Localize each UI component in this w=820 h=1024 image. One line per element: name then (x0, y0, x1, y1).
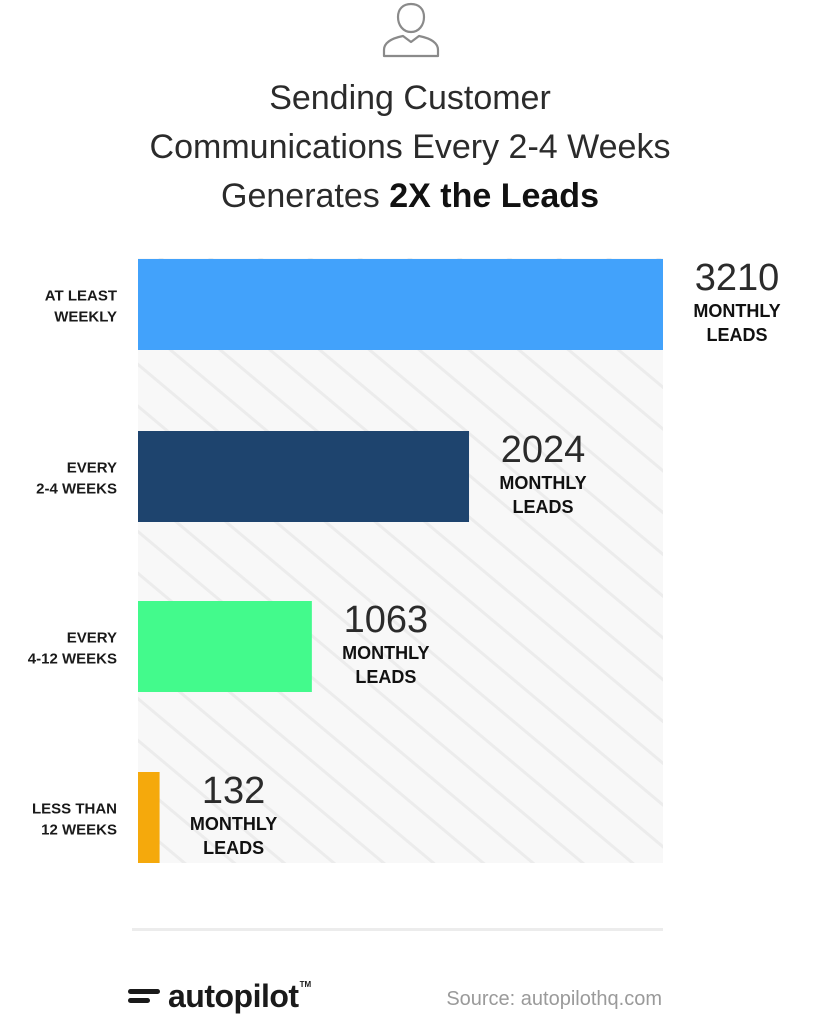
bar-3 (138, 601, 312, 692)
category-label-3-line-2: 4-12 WEEKS (28, 651, 117, 668)
category-label-1: AT LEAST WEEKLY (45, 288, 117, 326)
footer-divider (132, 928, 663, 931)
category-label-1-line-1: AT LEAST (45, 288, 117, 305)
value-unit-1-line-2: LEADS (706, 325, 767, 345)
value-unit-2-line-2: LEADS (513, 497, 574, 517)
bar-4 (138, 772, 160, 863)
value-unit-1-line-1: MONTHLY (693, 301, 780, 321)
category-label-2: EVERY 2-4 WEEKS (36, 460, 117, 498)
title-line-2: Communications Every 2-4 Weeks (149, 128, 671, 166)
bar-2 (138, 431, 470, 522)
logo-text: autopilot (168, 977, 299, 1014)
category-label-3-line-1: EVERY (67, 630, 117, 647)
category-label-2-line-2: 2-4 WEEKS (36, 481, 117, 498)
category-label-4: LESS THAN 12 WEEKS (32, 801, 117, 839)
title-line-1: Sending Customer (269, 79, 551, 117)
title-emphasis: 2X the Leads (389, 177, 599, 215)
category-label-4-line-2: 12 WEEKS (41, 822, 117, 839)
category-label-2-line-1: EVERY (67, 460, 117, 477)
plot-background (138, 258, 663, 863)
value-unit-3-line-2: LEADS (355, 667, 416, 687)
bar-1 (138, 259, 663, 350)
autopilot-logo-icon (128, 989, 160, 1003)
source-credit: Source: autopilothq.com (446, 988, 662, 1010)
value-label-1: 3210 (695, 257, 780, 299)
value-unit-3-line-1: MONTHLY (342, 643, 429, 663)
title-line-3-prefix: Generates (221, 177, 390, 215)
value-unit-4-line-1: MONTHLY (190, 814, 277, 834)
value-unit-2-line-1: MONTHLY (499, 473, 586, 493)
autopilot-logo: autopilot TM (126, 978, 311, 1014)
value-unit-4-line-2: LEADS (203, 838, 264, 858)
user-icon (382, 2, 440, 58)
category-label-4-line-1: LESS THAN (32, 801, 117, 818)
category-label-3: EVERY 4-12 WEEKS (28, 630, 117, 668)
value-label-2: 2024 (501, 429, 586, 471)
chart-title: Sending Customer Communications Every 2-… (0, 74, 820, 221)
title-line-3: Generates 2X the Leads (0, 172, 820, 221)
value-label-4: 132 (202, 770, 265, 812)
category-label-1-line-2: WEEKLY (54, 309, 117, 326)
logo-trademark: TM (299, 980, 312, 989)
value-label-3: 1063 (344, 599, 429, 641)
